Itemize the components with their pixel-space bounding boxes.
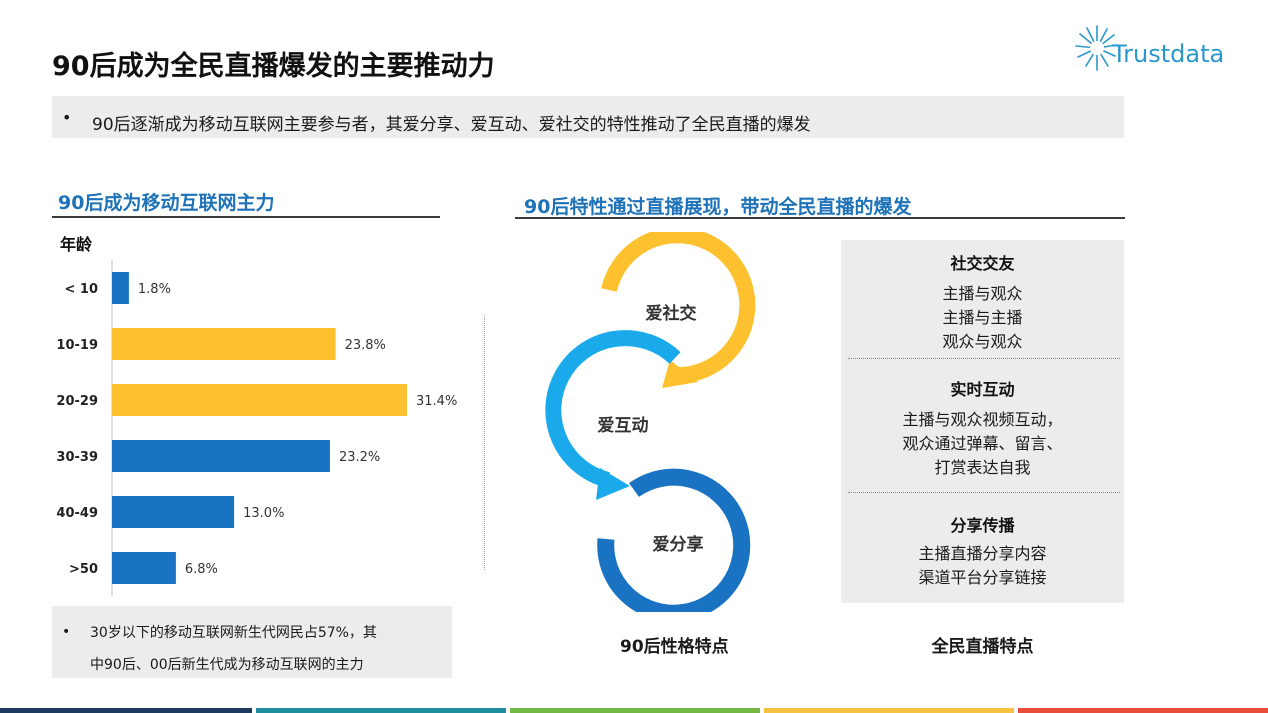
panel-line: 主播直播分享内容 <box>918 544 1047 563</box>
category-label-3: 30-39 <box>56 450 98 465</box>
cycle-caption: 90后性格特点 <box>620 637 729 657</box>
value-label-5: 6.8% <box>185 562 218 577</box>
logo-text: Trustdata <box>1112 40 1225 68</box>
bar-2 <box>112 384 407 416</box>
footer-stripe-4 <box>764 708 1014 713</box>
footer-stripe-5 <box>1018 708 1268 713</box>
panel-line: 主播与观众 <box>942 284 1023 303</box>
footer-stripe-1 <box>0 708 252 713</box>
right-section-underline <box>515 217 1125 219</box>
value-label-3: 23.2% <box>339 450 380 465</box>
panel-line: 打赏表达自我 <box>934 458 1031 477</box>
personality-cycle-diagram: 爱社交 爱互动 爱分享 <box>545 232 756 612</box>
section-divider <box>484 315 485 570</box>
panel-line: 观众通过弹幕、留言、 <box>902 434 1063 453</box>
left-section-underline <box>52 216 440 218</box>
live-features-panel <box>841 240 1124 603</box>
panel-line: 主播与观众视频互动， <box>902 410 1063 429</box>
note-line-2: 中90后、00后新生代成为移动互联网的主力 <box>90 657 364 673</box>
cycle-item-interact: 爱互动 <box>598 415 649 436</box>
page-title: 90后成为全民直播爆发的主要推动力 <box>52 51 495 82</box>
value-label-1: 23.8% <box>345 338 386 353</box>
cycle-ring-share <box>597 468 751 612</box>
cycle-ring-interact <box>545 330 681 488</box>
summary-bar <box>52 96 1124 138</box>
summary-text: 90后逐渐成为移动互联网主要参与者，其爱分享、爱互动、爱社交的特性推动了全民直播… <box>92 115 811 135</box>
panel-title-interact: 实时互动 <box>950 380 1015 399</box>
category-label-4: 40-49 <box>56 506 98 521</box>
cycle-ring-social <box>601 232 756 384</box>
panel-title-share: 分享传播 <box>950 516 1015 535</box>
panel-divider <box>848 358 1120 359</box>
footer-stripe-3 <box>510 708 760 713</box>
note-line-1: 30岁以下的移动互联网新生代网民占57%，其 <box>90 625 377 641</box>
value-label-4: 13.0% <box>243 506 284 521</box>
chart-y-axis-title: 年龄 <box>60 235 93 254</box>
panel-line: 渠道平台分享链接 <box>918 568 1047 587</box>
cycle-arrow-interact <box>596 468 630 500</box>
category-label-2: 20-29 <box>56 394 98 409</box>
bar-4 <box>112 496 235 528</box>
bar-5 <box>112 552 176 584</box>
value-label-2: 31.4% <box>416 394 457 409</box>
bar-0 <box>112 272 129 304</box>
note-bullet: • <box>62 624 71 640</box>
panel-line: 观众与观众 <box>942 332 1023 351</box>
cycle-item-social: 爱社交 <box>646 303 697 324</box>
panel-caption: 全民直播特点 <box>931 637 1034 657</box>
bar-1 <box>112 328 336 360</box>
right-section-title: 90后特性通过直播展现，带动全民直播的爆发 <box>524 196 912 218</box>
trustdata-logo <box>1075 25 1118 71</box>
footer-stripe-2 <box>256 708 506 713</box>
panel-divider <box>848 492 1120 493</box>
bar-3 <box>112 440 330 472</box>
summary-bullet: • <box>62 108 72 127</box>
cycle-item-share: 爱分享 <box>653 534 704 555</box>
cycle-arrow-social <box>662 360 698 388</box>
category-label-0: < 10 <box>64 282 98 297</box>
left-section-title: 90后成为移动互联网主力 <box>58 192 275 214</box>
category-label-1: 10-19 <box>56 338 98 353</box>
panel-line: 主播与主播 <box>942 308 1023 327</box>
category-label-5: >50 <box>69 562 98 577</box>
panel-title-social: 社交交友 <box>950 254 1015 273</box>
note-box <box>52 606 452 678</box>
age-bar-chart: 年龄 < 10 1.8% 10-19 23.8% 20-29 31.4% 30-39 23.2%… <box>56 235 457 596</box>
value-label-0: 1.8% <box>138 282 171 297</box>
